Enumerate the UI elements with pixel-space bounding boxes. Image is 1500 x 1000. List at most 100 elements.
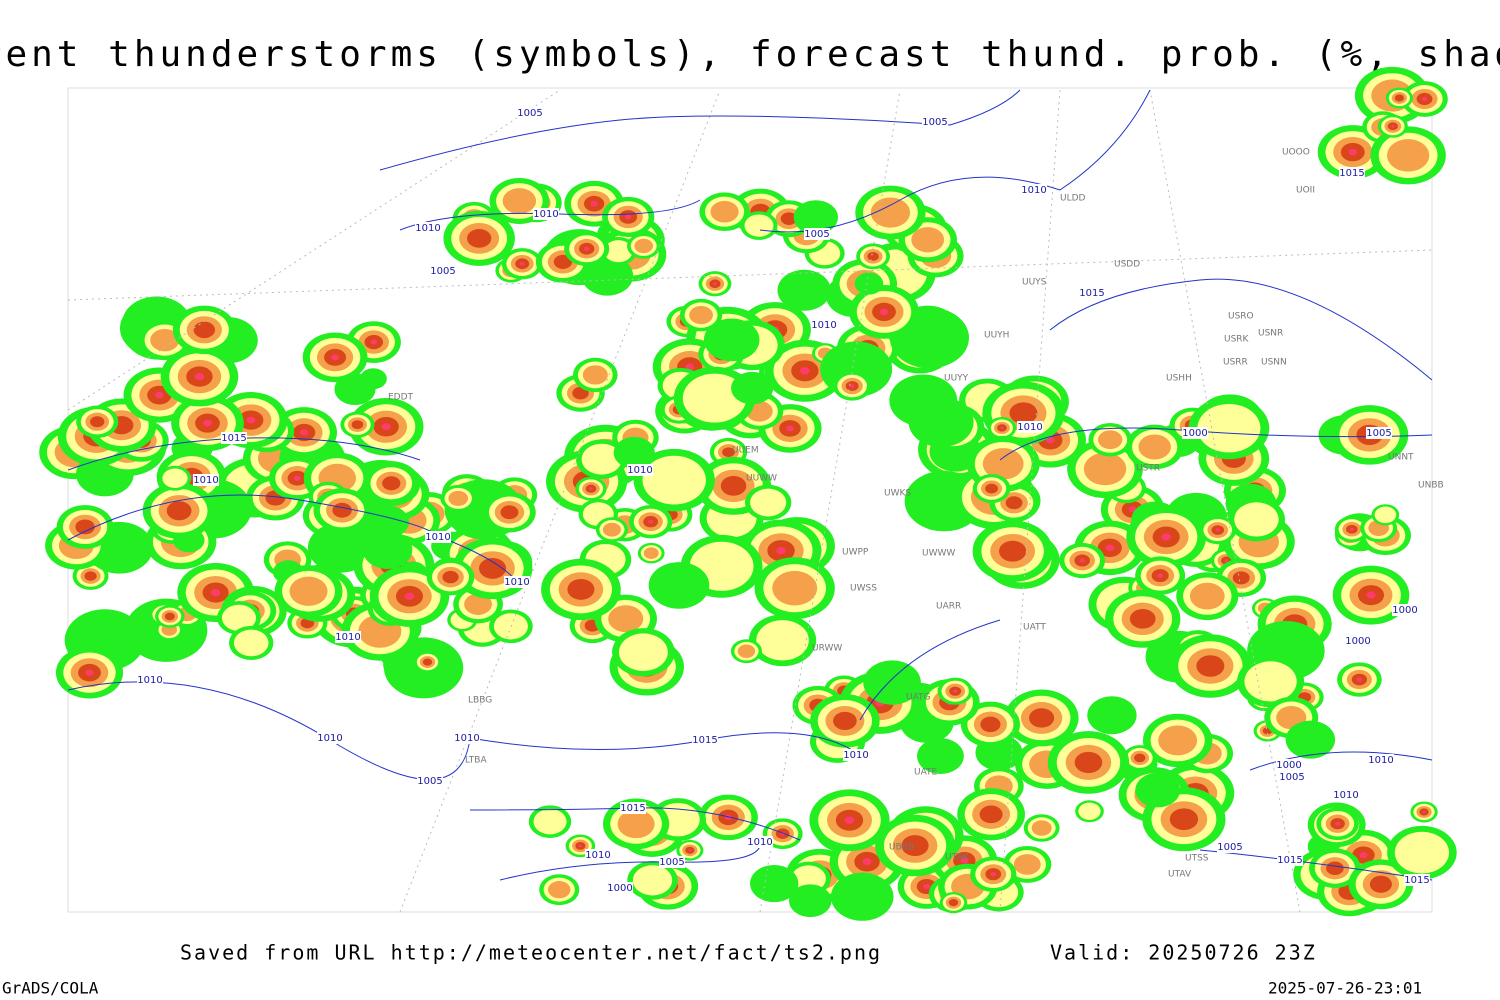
shading (1098, 430, 1123, 450)
shading (1244, 661, 1297, 702)
isobar-label-bg (193, 474, 219, 486)
shading (155, 391, 164, 399)
shading (979, 805, 1003, 824)
shading (1232, 571, 1250, 585)
shading (867, 251, 879, 261)
shading (1421, 96, 1428, 102)
isobar-label: 1010 (335, 632, 360, 643)
shading (793, 200, 839, 235)
station-label: UOOO (1282, 148, 1310, 158)
shading (1013, 854, 1041, 875)
shading (221, 604, 257, 631)
shading (519, 261, 525, 266)
shading (648, 562, 710, 609)
isobar-label: 1015 (1277, 855, 1302, 866)
isobar-label-bg (692, 734, 718, 746)
isobar-label: 1005 (430, 266, 455, 277)
isobar-label: 1010 (1333, 790, 1358, 801)
timestamp: 2025-07-26-23:01 (1268, 979, 1422, 998)
isobar-label-bg (417, 775, 443, 787)
shading (194, 372, 205, 381)
shading (567, 579, 595, 600)
shading (442, 570, 459, 584)
isobar-label: 1005 (1366, 428, 1391, 439)
shading (800, 367, 810, 375)
shading (642, 455, 706, 505)
shading (1326, 861, 1344, 875)
shading (604, 240, 633, 263)
shading (1348, 148, 1357, 156)
isobar-label: 1010 (193, 475, 218, 486)
station-label: UOII (1296, 186, 1315, 196)
shading (162, 468, 188, 488)
isobar-label: 1010 (747, 837, 772, 848)
station-label: USNN (1261, 358, 1287, 368)
shading (1422, 810, 1426, 814)
station-label: UUEM (732, 446, 759, 456)
shading (553, 254, 573, 269)
station-label: UBBB (889, 843, 914, 853)
station-label: LBBG (468, 696, 492, 706)
shading (772, 570, 818, 606)
shading (849, 384, 855, 388)
shading (602, 522, 621, 537)
shading (84, 571, 97, 581)
shading (533, 808, 567, 835)
isobar-label-bg (1279, 771, 1305, 783)
shading (1349, 527, 1354, 531)
shading (634, 238, 654, 254)
isobar-label-bg (1276, 759, 1302, 771)
shading (948, 899, 959, 907)
shading (1087, 696, 1137, 735)
station-label: UNBB (1418, 481, 1444, 491)
shading (1335, 821, 1341, 826)
station-label: USRK (1224, 335, 1250, 345)
shading (1134, 753, 1146, 763)
shading (1196, 655, 1225, 677)
isobar-label-bg (1404, 874, 1430, 886)
shading (750, 488, 787, 517)
shading (980, 716, 1001, 733)
shading (1215, 528, 1220, 532)
isobar-label: 1010 (585, 850, 610, 861)
isobar-label-bg (747, 836, 773, 848)
shading (581, 443, 622, 475)
isobar-label: 1010 (454, 733, 479, 744)
shading (578, 844, 583, 848)
station-label: USRR (1223, 358, 1248, 368)
shading (710, 200, 739, 223)
shading (1138, 434, 1171, 460)
shading (500, 505, 519, 520)
shading (990, 872, 997, 877)
map-labels: 1005 1005 1010 1010 1005 1005 1010 1015 1015 1010… (137, 107, 1444, 894)
valid-time: Valid: 20250726 23Z (1050, 941, 1317, 965)
isobar-label-bg (504, 576, 530, 588)
shading (233, 629, 269, 657)
isobar-label-bg (221, 432, 247, 444)
shading (422, 658, 433, 666)
station-label: UTSS (1185, 854, 1209, 864)
shading (150, 328, 180, 352)
isobar-label-bg (1017, 421, 1043, 433)
isobar-label-bg (1339, 167, 1365, 179)
station-label: USRO (1228, 312, 1254, 322)
isobar-label-bg (1366, 427, 1392, 439)
station-label: ULDD (1060, 194, 1086, 204)
shading (982, 448, 1024, 480)
shading (75, 519, 95, 535)
station-label: UATE (914, 768, 938, 778)
shading (583, 246, 590, 251)
shading (750, 864, 799, 903)
shading (1234, 502, 1279, 537)
shading (1005, 496, 1023, 510)
isobar-label-bg (843, 749, 869, 761)
station-label: USDD (1114, 260, 1140, 270)
isobar-label-bg (454, 732, 480, 744)
shading (1046, 436, 1055, 444)
shading (776, 546, 786, 555)
isobar-label: 1015 (1079, 288, 1104, 299)
isobar-label: 1000 (607, 883, 632, 894)
shading (833, 711, 857, 731)
shading (467, 229, 492, 248)
isobar-label: 1010 (1017, 422, 1042, 433)
